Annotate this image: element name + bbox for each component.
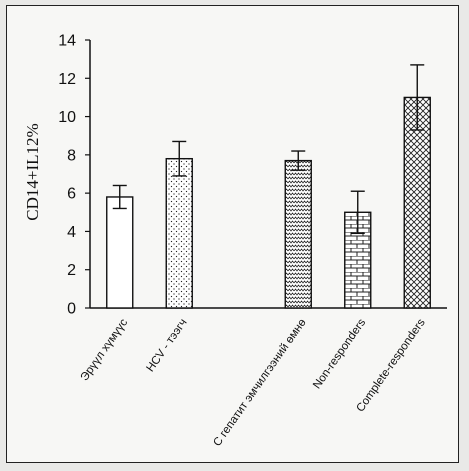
category-label: Эрүүл хүмүүс xyxy=(79,317,131,384)
y-tick-label: 12 xyxy=(58,71,76,88)
bar xyxy=(284,159,312,309)
error-bars xyxy=(112,64,425,235)
y-tick-label: 0 xyxy=(67,301,76,318)
y-tick-label: 4 xyxy=(67,224,76,241)
bar xyxy=(403,96,431,309)
y-tick-label: 14 xyxy=(58,33,76,50)
category-labels: Эрүүл хүмүүс HCV - тээгч С гепатит эмчилгэ… xyxy=(79,317,428,449)
axes: 0 2 4 6 8 10 12 14 xyxy=(58,33,447,318)
chart-frame xyxy=(6,5,459,463)
bars xyxy=(106,96,431,309)
y-tick-label: 2 xyxy=(67,262,76,279)
category-label: Non-responders xyxy=(311,317,368,392)
bar xyxy=(106,196,134,309)
category-label: HCV - тээгч xyxy=(144,317,189,374)
y-tick-label: 10 xyxy=(58,109,76,126)
category-label: С гепатит эмчилгээний өмнө xyxy=(211,317,308,449)
bar xyxy=(165,157,193,309)
y-tick-label: 6 xyxy=(67,186,76,203)
y-tick-label: 8 xyxy=(67,147,76,164)
category-label: Complete-responders xyxy=(354,317,427,415)
y-axis-label: CD14+IL12% xyxy=(23,123,42,220)
